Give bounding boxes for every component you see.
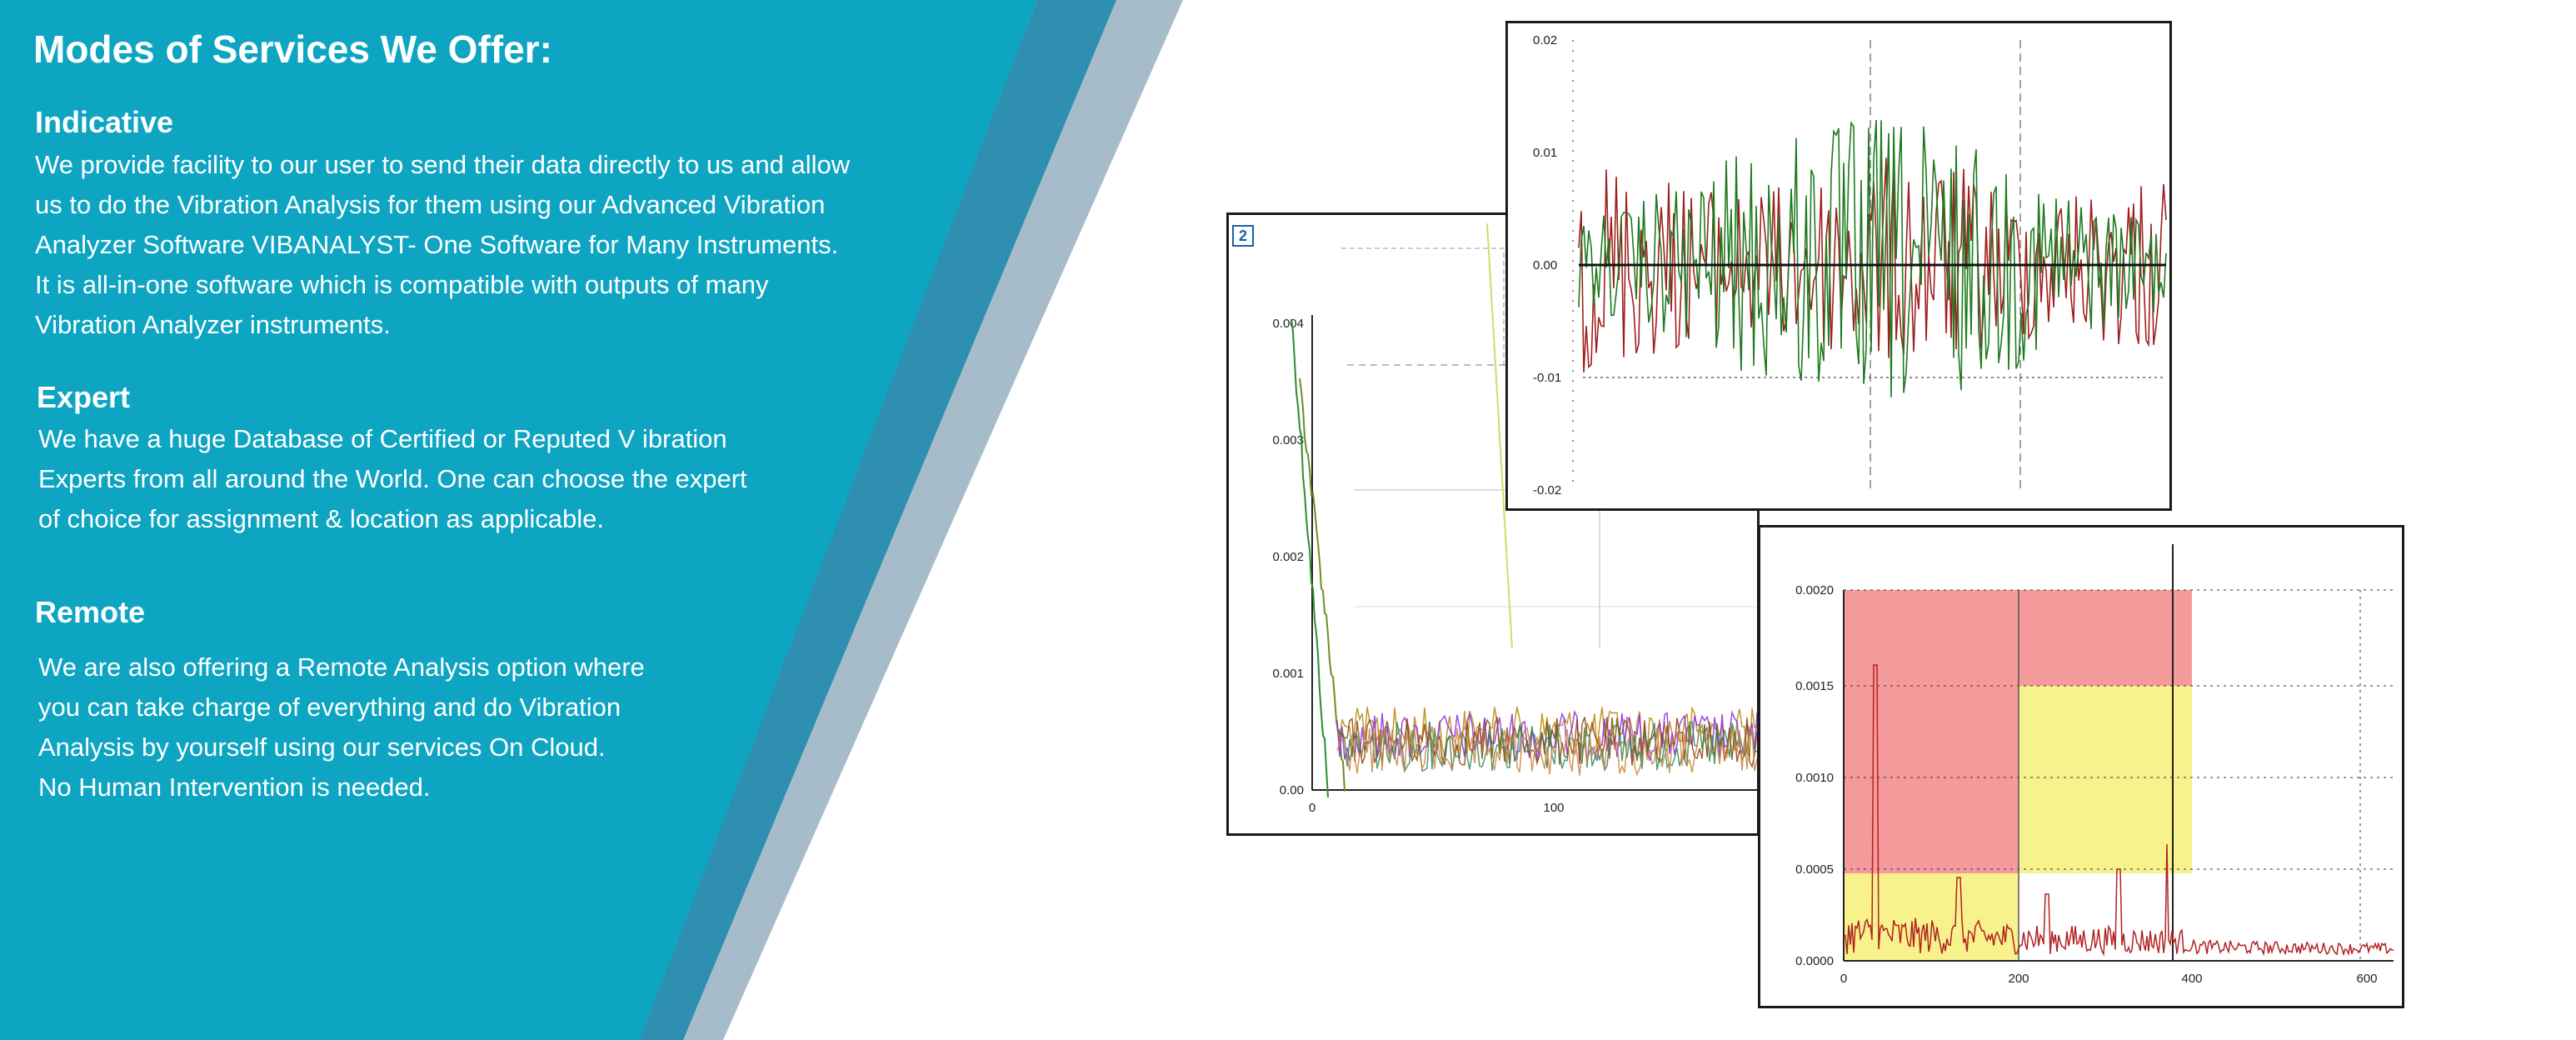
section-heading-remote: Remote	[35, 595, 146, 629]
banner-title: Modes of Services We Offer:	[33, 28, 552, 71]
text-line: No Human Intervention is needed.	[38, 772, 431, 802]
y-tick-label: 0.02	[1533, 33, 1557, 48]
y-tick-label: 0.004	[1272, 317, 1304, 331]
text-line: It is all-in-one software which is compa…	[35, 270, 769, 299]
y-tick-label: 0.0005	[1795, 862, 1834, 877]
section-body-remote: We are also offering a Remote Analysis o…	[38, 648, 645, 808]
alert-zone-yellow	[1844, 873, 2019, 961]
y-tick-label: -0.02	[1533, 483, 1561, 498]
guide-line	[1341, 248, 1505, 365]
y-tick-label: 0.0015	[1795, 679, 1834, 693]
text-line: We have a huge Database of Certified or …	[38, 424, 727, 453]
text-line: Analysis by yourself using our services …	[38, 732, 606, 762]
x-tick-label: 0	[1840, 972, 1847, 986]
banner-teal-panel	[0, 0, 1037, 1040]
banner-dark-stripe	[633, 0, 1116, 1040]
x-tick-label: 0	[1309, 801, 1315, 815]
text-line: of choice for assignment & location as a…	[38, 504, 604, 533]
y-tick-label: 0.002	[1272, 550, 1304, 564]
app-logo-icon: 2	[1232, 225, 1254, 247]
y-tick-label: 0.001	[1272, 667, 1304, 681]
text-line: We are also offering a Remote Analysis o…	[38, 652, 645, 682]
series-line	[1336, 721, 1757, 773]
y-tick-label: 0.00	[1533, 258, 1557, 272]
text-line: Vibration Analyzer instruments.	[35, 310, 391, 339]
text-line: Analyzer Software VIBANALYST- One Softwa…	[35, 230, 839, 259]
y-tick-label: 0.01	[1533, 146, 1557, 160]
zone-spectrum-chart: 0.0000 0.0005 0.0010 0.0015 0.0020 0 200 400 600	[1758, 525, 2404, 1008]
series-line	[1336, 725, 1757, 777]
alert-zone-yellow	[2019, 686, 2192, 873]
waveform-chart: 0.02 0.01 0.00 -0.01 -0.02	[1505, 21, 2172, 511]
y-tick-label: 0.0020	[1795, 583, 1834, 598]
section-heading-indicative: Indicative	[35, 105, 174, 139]
text-line: you can take charge of everything and do…	[38, 692, 622, 722]
x-tick-label: 400	[2181, 972, 2202, 986]
x-tick-label: 600	[2356, 972, 2377, 986]
x-tick-label: 100	[1543, 801, 1564, 815]
waveform-chart-plot: 0.02 0.01 0.00 -0.01 -0.02	[1533, 33, 2167, 498]
guide-line	[1486, 222, 1513, 649]
y-tick-label: 0.00	[1280, 783, 1304, 798]
series-line-red	[1578, 158, 2167, 372]
series-line	[1290, 318, 1329, 798]
zone-spectrum-chart-plot: 0.0000 0.0005 0.0010 0.0015 0.0020 0 200 400 600	[1795, 544, 2394, 986]
y-tick-label: 0.0010	[1795, 771, 1834, 785]
spectrum-line	[1845, 664, 2394, 957]
text-line: We provide facility to our user to send …	[35, 150, 851, 179]
section-body-indicative: We provide facility to our user to send …	[35, 145, 850, 345]
section-heading-expert: Expert	[37, 380, 131, 414]
y-tick-label: 0.0000	[1795, 954, 1834, 968]
text-line: Experts from all around the World. One c…	[38, 464, 747, 493]
series-line	[1336, 717, 1757, 769]
series-line-green	[1578, 119, 2167, 398]
text-line: us to do the Vibration Analysis for them…	[35, 190, 826, 219]
alarm-zone-red	[1844, 590, 2019, 873]
y-tick-label: -0.01	[1533, 371, 1561, 385]
alarm-zone-red	[2019, 590, 2192, 686]
x-tick-label: 200	[2008, 972, 2029, 986]
section-body-expert: We have a huge Database of Certified or …	[38, 419, 747, 539]
y-tick-label: 0.003	[1272, 433, 1304, 448]
